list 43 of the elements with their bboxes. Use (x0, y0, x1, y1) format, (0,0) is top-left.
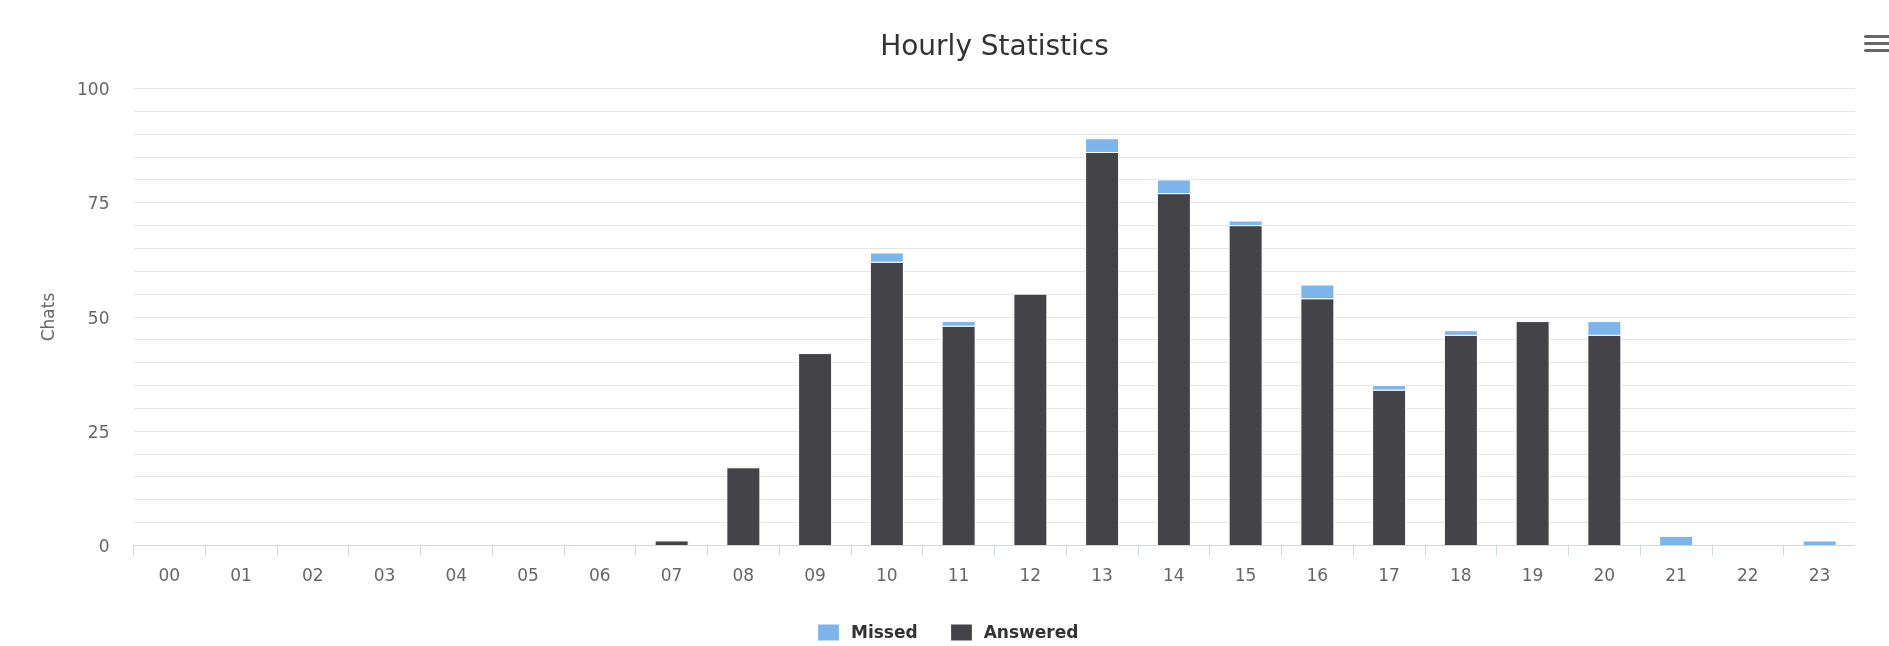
x-tick-label: 04 (445, 564, 468, 585)
bar (1515, 321, 1550, 546)
bar (1659, 535, 1694, 546)
y-tick-label: 100 (77, 79, 110, 99)
x-tick-label: 17 (1378, 564, 1400, 585)
x-tick-label: 09 (804, 564, 826, 585)
legend-label: Missed (851, 622, 918, 642)
legend-label: Answered (983, 622, 1079, 642)
x-tick-label: 19 (1521, 564, 1544, 585)
y-tick-label: 75 (87, 193, 110, 214)
chart-title: Hourly Statistics (880, 29, 1109, 62)
bar (798, 353, 833, 546)
x-tick-label: 01 (230, 564, 252, 585)
x-tick-label: 23 (1808, 564, 1831, 585)
x-tick-label: 15 (1234, 564, 1257, 585)
x-tick-label: 20 (1593, 564, 1616, 585)
y-tick-label: 50 (87, 307, 110, 328)
x-tick-label: 10 (876, 564, 898, 585)
x-tick-label: 06 (589, 564, 611, 585)
x-tick-label: 07 (660, 564, 683, 585)
x-tick-label: 13 (1091, 564, 1113, 585)
x-tick-label: 22 (1737, 564, 1759, 585)
x-tick-label: 12 (1019, 564, 1042, 585)
bar (941, 325, 976, 546)
x-tick-label: 21 (1665, 564, 1687, 585)
x-tick-label: 08 (732, 564, 755, 585)
x-tick-label: 05 (517, 564, 539, 585)
bar (726, 467, 761, 546)
x-tick-label: 16 (1306, 564, 1329, 585)
bar (1013, 293, 1048, 546)
bar (1443, 334, 1478, 546)
y-axis-title: Chats (38, 292, 59, 342)
bar (1802, 540, 1837, 546)
x-tick-label: 18 (1450, 564, 1472, 585)
x-tick-label: 00 (158, 564, 181, 585)
y-tick-label: 0 (98, 536, 110, 556)
x-tick-label: 02 (302, 564, 324, 585)
bar (1372, 389, 1407, 546)
x-tick-label: 14 (1163, 564, 1185, 585)
y-tick-label: 25 (87, 421, 110, 442)
x-tick-label: 11 (947, 564, 970, 585)
x-tick-label: 03 (373, 564, 396, 585)
bar (654, 540, 689, 546)
